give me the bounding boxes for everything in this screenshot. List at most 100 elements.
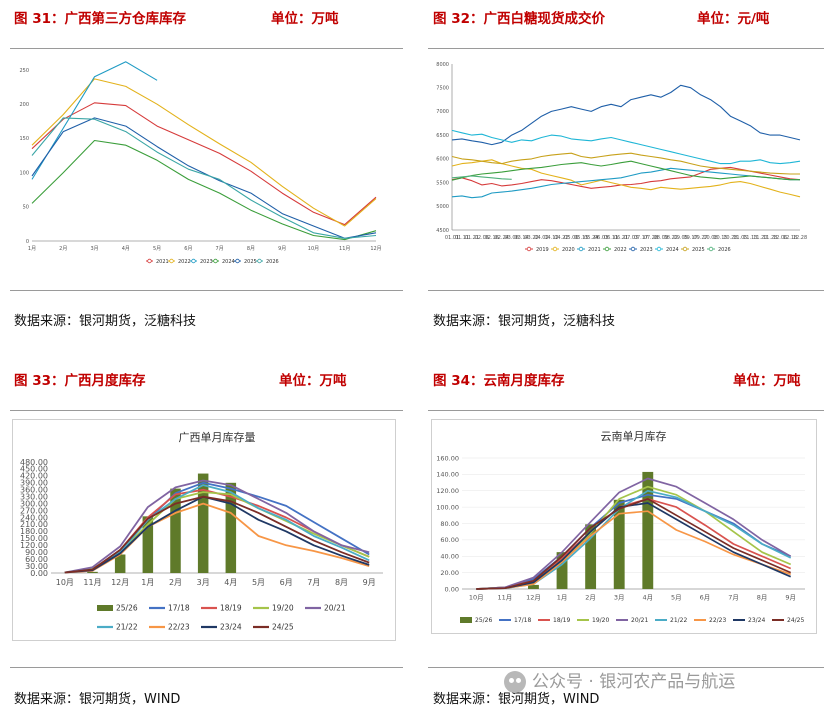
y-tick-label: 450.00 — [20, 465, 48, 474]
x-tick-label: 9月 — [278, 246, 286, 252]
legend-label: 17/18 — [168, 604, 190, 613]
y-tick-label: 420.00 — [20, 472, 48, 481]
series-line — [451, 175, 512, 180]
y-tick-label: 390.00 — [20, 479, 48, 488]
legend-label: 23/24 — [748, 617, 765, 624]
y-tick-label: 100 — [19, 170, 29, 176]
bar — [528, 584, 539, 589]
legend-label: 2025 — [244, 259, 257, 265]
y-tick-label: 5500 — [436, 180, 449, 186]
legend-marker — [213, 258, 218, 264]
y-tick-label: 40.00 — [440, 553, 459, 561]
x-tick-label: 2月 — [59, 246, 67, 252]
bar — [585, 524, 597, 589]
x-tick-label: 04.02 — [534, 235, 548, 241]
source-note-32: 数据来源：银河期货，泛糖科技 — [433, 314, 616, 329]
legend-marker — [169, 258, 174, 264]
x-tick-label: 10.08 — [703, 235, 717, 241]
series-line — [451, 152, 800, 175]
legend-label: 24/25 — [272, 623, 294, 632]
series-line — [64, 495, 370, 574]
series-line — [451, 166, 801, 189]
y-tick-label: 180.00 — [20, 527, 48, 536]
legend-label: 2022 — [178, 259, 191, 265]
y-tick-label: 150 — [19, 136, 29, 142]
x-tick-label: 7月 — [216, 246, 224, 252]
chart-33: 广西单月库存量0.0030.0060.0090.00120.00150.0018… — [20, 430, 383, 632]
x-tick-label: 8月 — [247, 246, 255, 252]
x-tick-label: 03.06 — [504, 235, 518, 241]
x-tick-label: 02.16 — [485, 235, 499, 241]
unit-label-33: 单位：万吨 — [279, 373, 347, 389]
x-tick-label: 11.13 — [743, 235, 757, 241]
figure-title-32: 图 32：广西白糖现货成交价 — [433, 11, 605, 27]
x-tick-label: 07.03 — [624, 235, 638, 241]
series-line — [451, 84, 801, 146]
x-tick-label: 10.28 — [723, 235, 737, 241]
series-line — [476, 502, 792, 590]
x-tick-label: 06.03 — [594, 235, 608, 241]
y-tick-label: 20.00 — [440, 569, 459, 577]
y-tick-label: 150.00 — [20, 534, 48, 543]
y-tick-label: 0.00 — [445, 585, 459, 593]
y-tick-label: 0 — [26, 239, 29, 245]
y-tick-label: 7000 — [436, 109, 449, 115]
x-tick-label: 12.28 — [793, 235, 807, 241]
x-tick-label: 02.24 — [495, 235, 509, 241]
legend-label: 2019 — [536, 247, 549, 253]
figure-title-31: 图 31：广西第三方仓库库存 — [14, 11, 186, 27]
y-tick-label: 0.00 — [30, 569, 48, 578]
x-tick-label: 10月 — [56, 578, 74, 587]
y-tick-label: 240.00 — [20, 513, 48, 522]
watermark: 公众号 · 银河农产品与航运 — [504, 667, 735, 693]
x-tick-label: 04.22 — [554, 235, 568, 241]
x-tick-label: 05.15 — [574, 235, 588, 241]
x-tick-label: 8月 — [757, 594, 768, 602]
series-line — [64, 479, 370, 574]
x-tick-label: 12月 — [526, 594, 541, 602]
series-line — [31, 102, 377, 226]
legend-swatch — [460, 617, 472, 623]
x-tick-label: 04.12 — [544, 235, 558, 241]
x-tick-label: 11月 — [83, 578, 101, 587]
x-tick-label: 1月 — [141, 578, 154, 587]
chart-34: 云南单月库存 0.00 20.00 40.00 60.00 80.00 100.00 120.… — [436, 429, 805, 624]
bar — [642, 471, 654, 589]
x-tick-label: 01.11 — [455, 235, 469, 241]
legend-label: 2020 — [562, 247, 575, 253]
legend-label: 25/26 — [475, 617, 492, 624]
source-note-34: 数据来源：银河期货，WIND — [433, 692, 600, 707]
legend-label: 18/19 — [553, 617, 570, 624]
legend-marker — [552, 246, 558, 252]
x-tick-label: 12月 — [111, 578, 129, 587]
legend-label: 2023 — [640, 247, 653, 253]
series-line — [476, 498, 792, 590]
x-tick-label: 12月 — [370, 246, 381, 252]
y-tick-label: 360.00 — [20, 486, 48, 495]
series-line — [476, 493, 792, 590]
x-tick-label: 06.21 — [614, 235, 628, 241]
x-tick-label: 05.06 — [564, 235, 578, 241]
unit-label-31: 单位：万吨 — [271, 11, 339, 27]
series-line — [451, 167, 800, 199]
legend-label: 20/21 — [324, 604, 346, 613]
legend-marker — [656, 246, 662, 252]
y-tick-label: 5000 — [436, 204, 449, 210]
legend-label: 22/23 — [168, 623, 190, 632]
y-tick-label: 80.00 — [440, 520, 459, 528]
y-tick-label: 60.00 — [25, 555, 48, 564]
unit-label-34: 单位：万吨 — [733, 373, 801, 389]
x-tick-label: 1月 — [28, 246, 36, 252]
x-tick-label: 09.05 — [674, 235, 688, 241]
x-tick-label: 07.17 — [634, 235, 648, 241]
series-line — [31, 139, 377, 241]
series-line — [451, 129, 801, 165]
legend-marker — [708, 246, 714, 252]
wechat-icon — [504, 671, 526, 693]
unit-label-32: 单位：元/吨 — [697, 11, 770, 27]
x-tick-label: 12.18 — [783, 235, 797, 241]
legend-marker — [578, 246, 584, 252]
bar — [225, 482, 237, 573]
divider — [428, 410, 824, 411]
x-tick-label: 3月 — [90, 246, 98, 252]
